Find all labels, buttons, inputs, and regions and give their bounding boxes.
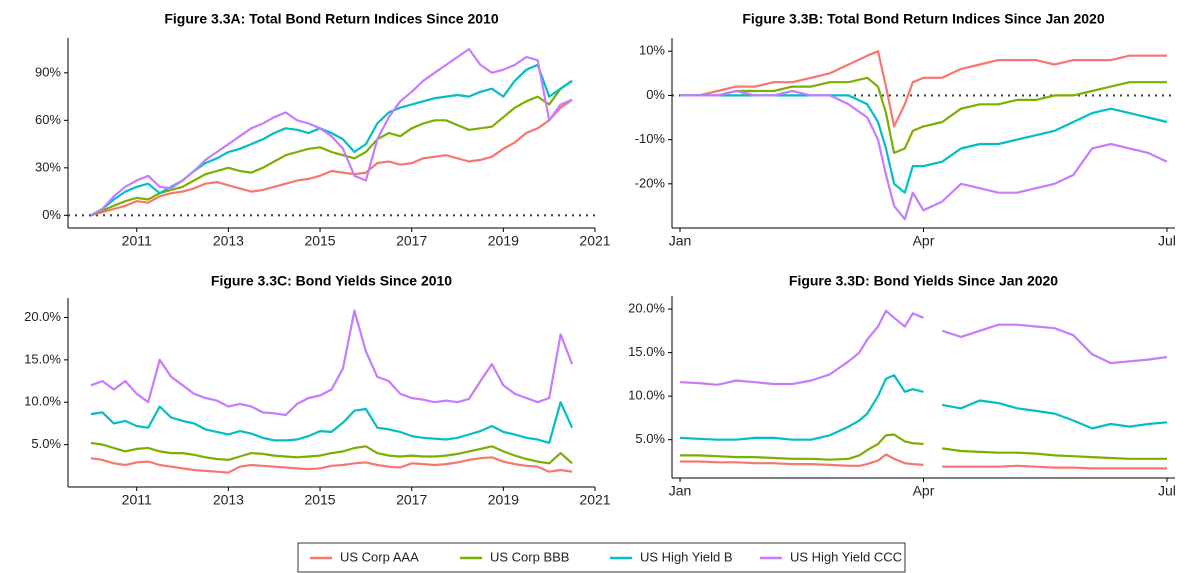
y-tick-label: 90% <box>35 64 61 79</box>
x-tick-label: 2019 <box>488 492 519 508</box>
chart-title: Figure 3.3D: Bond Yields Since Jan 2020 <box>789 273 1058 289</box>
y-tick-label: 0% <box>646 87 665 102</box>
y-tick-label: 20.0% <box>24 309 61 324</box>
legend-box <box>297 542 906 573</box>
x-tick-label: Apr <box>913 233 935 249</box>
series-line <box>680 433 1167 461</box>
x-tick-label: Jul <box>1158 233 1176 249</box>
legend-label: US Corp AAA <box>340 549 419 564</box>
y-tick-label: -10% <box>635 131 666 146</box>
y-tick-label: 30% <box>35 159 61 174</box>
x-tick-label: 2013 <box>213 492 244 508</box>
series-line <box>90 48 573 217</box>
series-line <box>679 374 1168 441</box>
y-tick-label: 10.0% <box>628 388 665 403</box>
series-line <box>90 79 573 217</box>
series-line <box>680 94 1168 194</box>
y-tick-label: 60% <box>35 112 61 127</box>
x-tick-label: 2017 <box>396 492 427 508</box>
series-line <box>680 89 1168 221</box>
series-line <box>680 453 1167 470</box>
y-tick-label: 5.0% <box>31 436 61 451</box>
x-tick-label: Jul <box>1158 483 1176 499</box>
x-tick-label: 2015 <box>304 492 335 508</box>
y-tick-label: 15.0% <box>628 344 665 359</box>
y-tick-label: -20% <box>635 175 666 190</box>
x-tick-label: 2011 <box>122 492 152 508</box>
y-tick-label: 5.0% <box>635 431 665 446</box>
x-tick-label: 2021 <box>579 492 610 508</box>
series-line <box>90 309 574 417</box>
x-tick-label: Jan <box>669 233 692 249</box>
legend-label: US High Yield CCC <box>790 549 902 564</box>
series-line <box>680 76 1167 154</box>
y-tick-label: 20.0% <box>628 300 665 315</box>
series-line <box>90 63 573 217</box>
legend-label: US Corp BBB <box>490 549 569 564</box>
x-tick-label: 2019 <box>488 233 519 249</box>
chart-title: Figure 3.3C: Bond Yields Since 2010 <box>211 273 452 289</box>
x-tick-label: 2011 <box>122 233 152 249</box>
series-line <box>90 441 573 465</box>
y-tick-label: 15.0% <box>24 351 61 366</box>
legend-label: US High Yield B <box>640 549 733 564</box>
x-tick-label: 2021 <box>579 233 610 249</box>
series-line <box>90 401 574 444</box>
chart-title: Figure 3.3A: Total Bond Return Indices S… <box>164 11 498 27</box>
series-line <box>680 50 1167 128</box>
series-line <box>679 309 1168 386</box>
chart-title: Figure 3.3B: Total Bond Return Indices S… <box>742 11 1104 27</box>
x-tick-label: Jan <box>669 483 692 499</box>
series-line <box>90 98 573 217</box>
x-tick-label: 2013 <box>213 233 244 249</box>
y-tick-label: 10% <box>639 43 665 58</box>
series-line <box>90 456 573 474</box>
x-tick-label: Apr <box>913 483 935 499</box>
y-tick-label: 0% <box>42 207 61 222</box>
x-tick-label: 2015 <box>304 233 335 249</box>
x-tick-label: 2017 <box>396 233 427 249</box>
y-tick-label: 10.0% <box>24 394 61 409</box>
